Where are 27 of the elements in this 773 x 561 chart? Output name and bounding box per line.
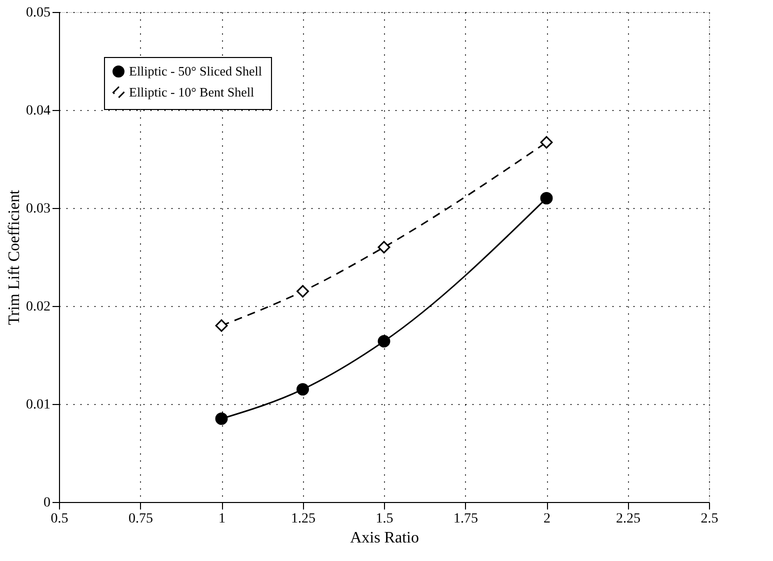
legend-label: Elliptic - 10° Bent Shell (129, 84, 254, 100)
x-tick-label: 1.5 (376, 512, 394, 526)
y-tick-label: 0.03 (26, 202, 50, 216)
x-tick-label: 0.5 (50, 512, 68, 526)
x-tick-label: 1.75 (454, 512, 478, 526)
x-tick-label: 2.5 (700, 512, 718, 526)
x-axis-title: Axis Ratio (350, 530, 419, 546)
point (215, 319, 228, 332)
x-tick-label: 0.75 (128, 512, 153, 526)
point (378, 335, 390, 348)
x-tick-label: 2.25 (616, 512, 640, 526)
y-tick-label: 0.05 (26, 6, 50, 20)
y-tick-label: 0.01 (26, 398, 50, 412)
x-tick-label: 1 (218, 512, 226, 526)
point (215, 412, 228, 425)
point (296, 285, 309, 298)
x-tick-label: 1.25 (291, 512, 316, 526)
point (540, 192, 553, 204)
y-tick-label: 0.04 (26, 104, 50, 118)
y-tick-label: 0 (44, 496, 50, 510)
point (540, 136, 553, 149)
legend-label: Elliptic - 50° Sliced Shell (129, 64, 262, 78)
y-tick-label: 0.02 (26, 300, 50, 314)
x-tick-label: 2 (544, 512, 550, 526)
point (378, 240, 390, 254)
point (296, 383, 309, 396)
y-axis-title: Trim Lift Coefficient (6, 189, 23, 326)
